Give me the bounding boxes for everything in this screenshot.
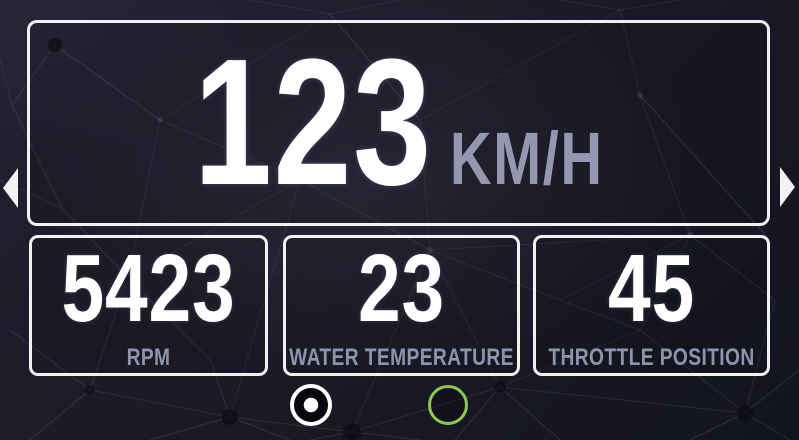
next-page-arrow-icon[interactable] [780,167,795,207]
speed-panel[interactable]: 123 KM/H [27,20,770,226]
gauge-panel-rpm[interactable]: 5423 RPM [29,235,268,376]
previous-page-arrow-icon[interactable] [3,168,18,208]
page-dot-inactive[interactable] [428,385,468,425]
gauge-readout: 23 WATER TEMPERATURE [289,235,513,370]
gauge-readout: 5423 RPM [55,241,241,370]
gauge-value: 45 [607,235,696,342]
gauge-panel-water-temperature[interactable]: 23 WATER TEMPERATURE [283,235,520,376]
gauge-label: THROTTLE POSITION [548,344,755,371]
gauge-label: RPM [126,344,171,371]
page-dot-active[interactable] [290,384,332,426]
gauge-value: 5423 [61,235,236,342]
speed-readout: 123 KM/H [194,33,604,213]
gauge-panel-throttle-position[interactable]: 45 THROTTLE POSITION [533,235,770,376]
gauge-label: WATER TEMPERATURE [289,344,514,371]
gauge-value: 23 [357,235,446,342]
speed-value: 123 [193,22,433,223]
gauge-readout: 45 THROTTLE POSITION [548,235,754,370]
speed-unit: KM/H [449,117,604,200]
